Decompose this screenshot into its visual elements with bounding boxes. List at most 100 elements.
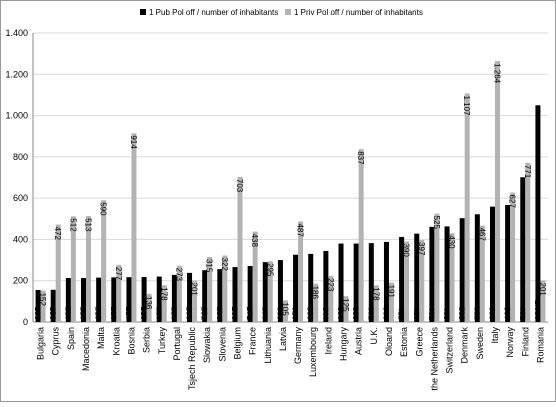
bar bbox=[505, 204, 511, 322]
bar bbox=[70, 216, 76, 322]
bar bbox=[308, 253, 314, 322]
value-label: 220 bbox=[154, 307, 163, 321]
bar bbox=[141, 276, 147, 322]
bar bbox=[373, 285, 379, 322]
x-tick-label: Finland bbox=[520, 327, 530, 357]
bar bbox=[187, 272, 193, 322]
bar bbox=[217, 269, 223, 322]
bar bbox=[298, 221, 304, 322]
value-label: 567 bbox=[503, 307, 512, 321]
value-label: 330 bbox=[306, 307, 315, 321]
bar bbox=[131, 133, 137, 322]
y-tick-label: 1.400 bbox=[5, 28, 28, 38]
value-label: 1.050 bbox=[533, 300, 542, 321]
bar bbox=[86, 216, 92, 322]
x-tick-label: Tsjech Republic bbox=[187, 327, 197, 391]
value-label: 412 bbox=[397, 307, 406, 321]
value-label: 295 bbox=[265, 263, 274, 277]
x-tick-label: the Netherlands bbox=[429, 327, 439, 391]
x-tick-label: Switzerland bbox=[445, 327, 455, 374]
value-label: 503 bbox=[457, 307, 466, 321]
x-tick-label: Lithuania bbox=[263, 327, 273, 364]
y-tick-label: 200 bbox=[13, 276, 28, 286]
value-label: 186 bbox=[311, 286, 320, 300]
bar bbox=[101, 200, 107, 322]
x-tick-label: Cyprus bbox=[51, 327, 61, 356]
value-label: 217 bbox=[124, 307, 133, 321]
bar bbox=[293, 254, 299, 322]
value-label: 513 bbox=[84, 218, 93, 232]
x-tick-label: Luxembourg bbox=[308, 327, 318, 377]
bar bbox=[116, 264, 122, 322]
bar bbox=[353, 243, 359, 322]
bar bbox=[40, 290, 46, 322]
x-tick-label: Ireland bbox=[323, 327, 333, 355]
x-tick-label: Romania bbox=[535, 327, 545, 363]
legend-swatch bbox=[140, 9, 146, 15]
bar bbox=[479, 225, 485, 322]
value-label: 344 bbox=[321, 307, 330, 321]
bar bbox=[464, 93, 470, 322]
value-label: 380 bbox=[336, 307, 345, 321]
x-tick-label: Estonia bbox=[399, 327, 409, 357]
bar bbox=[207, 256, 213, 322]
bar bbox=[237, 176, 243, 322]
value-label: 380 bbox=[351, 307, 360, 321]
bar bbox=[232, 267, 238, 322]
value-label: 228 bbox=[169, 307, 178, 321]
x-tick-label: Germany bbox=[293, 327, 303, 365]
value-label: 522 bbox=[472, 307, 481, 321]
value-label: 559 bbox=[487, 307, 496, 321]
value-label: 178 bbox=[371, 287, 380, 301]
x-tick-label: Italy bbox=[490, 327, 500, 344]
bar bbox=[489, 206, 495, 322]
value-label: 191 bbox=[386, 285, 395, 299]
x-tick-label: Kroatia bbox=[111, 327, 121, 356]
value-label: 215 bbox=[94, 307, 103, 321]
bar bbox=[262, 262, 268, 322]
bar bbox=[525, 162, 531, 322]
bar bbox=[55, 224, 61, 322]
value-label: 382 bbox=[366, 307, 375, 321]
bar bbox=[267, 261, 273, 322]
x-tick-label: Austria bbox=[354, 327, 364, 355]
value-label: 223 bbox=[326, 278, 335, 292]
bar bbox=[494, 61, 500, 323]
y-tick-label: 800 bbox=[13, 152, 28, 162]
bar bbox=[252, 231, 258, 322]
bar bbox=[111, 277, 117, 322]
value-label: 125 bbox=[341, 298, 350, 312]
value-label: 213 bbox=[79, 307, 88, 321]
x-tick-label: Bosnia bbox=[126, 327, 136, 355]
x-tick-label: Norway bbox=[505, 327, 515, 358]
value-label: 397 bbox=[417, 242, 426, 256]
value-label: 256 bbox=[215, 307, 224, 321]
bar bbox=[202, 270, 208, 322]
x-tick-label: Sweden bbox=[475, 327, 485, 360]
y-tick-label: 400 bbox=[13, 234, 28, 244]
bar bbox=[399, 236, 405, 322]
value-label: 266 bbox=[230, 307, 239, 321]
bar bbox=[222, 255, 228, 322]
value-label: 914 bbox=[129, 135, 138, 149]
bar bbox=[368, 243, 374, 322]
value-label: 271 bbox=[245, 307, 254, 321]
value-label: 155 bbox=[33, 307, 42, 321]
x-tick-label: Belgium bbox=[232, 327, 242, 360]
bar bbox=[81, 278, 87, 322]
legend-label: 1 Priv Pol off / number of inhabitants bbox=[294, 8, 423, 17]
value-label: 487 bbox=[296, 223, 305, 237]
x-tick-label: Slowakia bbox=[202, 327, 212, 363]
bar bbox=[161, 285, 167, 322]
x-tick-label: Portugal bbox=[172, 327, 182, 361]
bar bbox=[383, 241, 389, 322]
bar bbox=[343, 296, 349, 322]
value-label: 1.264 bbox=[492, 63, 501, 84]
bar bbox=[35, 290, 41, 322]
value-label: 322 bbox=[220, 258, 229, 272]
x-tick-label: Turkey bbox=[157, 327, 167, 355]
bar bbox=[313, 283, 319, 322]
value-label: 771 bbox=[523, 165, 532, 179]
